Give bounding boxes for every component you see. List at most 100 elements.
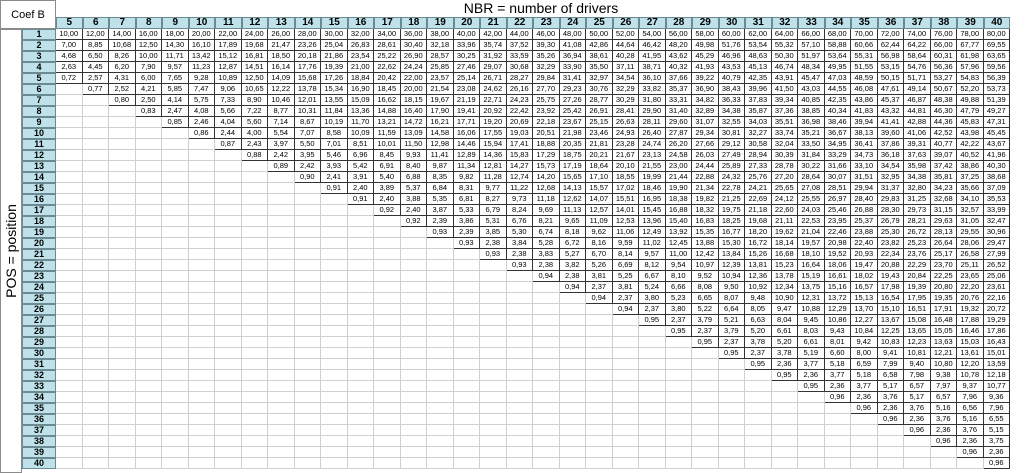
table-cell[interactable] (824, 414, 851, 425)
table-cell[interactable] (268, 370, 295, 381)
table-cell[interactable]: 38,71 (639, 62, 666, 73)
table-cell[interactable]: 35,53 (983, 194, 1010, 205)
table-cell[interactable] (321, 205, 348, 216)
table-cell[interactable] (400, 271, 427, 282)
table-cell[interactable]: 56,36 (930, 62, 957, 73)
column-header[interactable]: 14 (294, 17, 321, 29)
table-cell[interactable] (82, 260, 109, 271)
table-cell[interactable]: 28,27 (506, 73, 533, 84)
table-cell[interactable]: 3,79 (718, 326, 745, 337)
table-cell[interactable]: 2,37 (639, 304, 666, 315)
table-cell[interactable]: 19,75 (718, 205, 745, 216)
table-cell[interactable]: 23,88 (851, 227, 878, 238)
table-cell[interactable] (533, 436, 560, 447)
column-header[interactable]: 27 (639, 17, 666, 29)
table-cell[interactable] (798, 447, 825, 458)
table-cell[interactable]: 5,85 (162, 84, 189, 95)
table-cell[interactable]: 28,78 (771, 161, 798, 172)
table-cell[interactable]: 9,57 (162, 62, 189, 73)
table-cell[interactable]: 16,83 (692, 216, 719, 227)
table-cell[interactable]: 10,94 (718, 271, 745, 282)
table-cell[interactable] (480, 282, 507, 293)
table-cell[interactable]: 5,19 (798, 348, 825, 359)
table-cell[interactable]: 15,19 (798, 271, 825, 282)
table-cell[interactable] (374, 293, 401, 304)
table-cell[interactable] (56, 392, 83, 403)
table-cell[interactable] (162, 348, 189, 359)
column-header[interactable]: 16 (347, 17, 374, 29)
table-cell[interactable] (82, 128, 109, 139)
table-cell[interactable] (321, 293, 348, 304)
table-cell[interactable]: 20,93 (851, 249, 878, 260)
table-cell[interactable]: 2,37 (612, 293, 639, 304)
table-cell[interactable]: 5,20 (745, 326, 772, 337)
table-cell[interactable] (109, 106, 136, 117)
table-cell[interactable] (241, 326, 268, 337)
table-cell[interactable] (533, 348, 560, 359)
table-cell[interactable] (506, 436, 533, 447)
table-cell[interactable] (665, 458, 692, 469)
table-cell[interactable]: 2,37 (665, 315, 692, 326)
table-cell[interactable]: 11,71 (162, 51, 189, 62)
table-cell[interactable]: 39,31 (904, 139, 931, 150)
table-cell[interactable]: 19,99 (639, 172, 666, 183)
table-cell[interactable]: 47,79 (957, 106, 984, 117)
table-cell[interactable]: 18,75 (559, 150, 586, 161)
table-cell[interactable]: 2,57 (82, 73, 109, 84)
table-cell[interactable] (109, 282, 136, 293)
table-cell[interactable] (82, 370, 109, 381)
table-cell[interactable]: 8,14 (612, 249, 639, 260)
table-cell[interactable]: 26,20 (665, 139, 692, 150)
table-cell[interactable] (268, 414, 295, 425)
table-cell[interactable]: 26,72 (904, 227, 931, 238)
table-cell[interactable]: 8,35 (427, 172, 454, 183)
table-cell[interactable] (453, 392, 480, 403)
table-cell[interactable] (904, 458, 931, 469)
table-cell[interactable]: 8,26 (109, 51, 136, 62)
table-cell[interactable] (374, 238, 401, 249)
table-cell[interactable]: 7,47 (188, 84, 215, 95)
table-cell[interactable] (215, 183, 242, 194)
table-cell[interactable] (294, 392, 321, 403)
table-cell[interactable]: 7,33 (215, 95, 242, 106)
table-cell[interactable] (215, 304, 242, 315)
table-cell[interactable] (374, 326, 401, 337)
table-cell[interactable] (533, 293, 560, 304)
table-cell[interactable]: 10,19 (321, 117, 348, 128)
table-cell[interactable]: 39,60 (877, 128, 904, 139)
table-cell[interactable]: 12,01 (294, 95, 321, 106)
table-cell[interactable]: 31,37 (877, 183, 904, 194)
table-cell[interactable]: 12,27 (851, 315, 878, 326)
table-cell[interactable] (427, 458, 454, 469)
table-cell[interactable]: 37,66 (665, 73, 692, 84)
table-cell[interactable]: 9,40 (904, 359, 931, 370)
table-cell[interactable]: 44,64 (612, 40, 639, 51)
table-cell[interactable] (427, 414, 454, 425)
table-cell[interactable] (188, 282, 215, 293)
table-cell[interactable] (453, 381, 480, 392)
table-cell[interactable]: 57,10 (798, 40, 825, 51)
table-cell[interactable] (374, 260, 401, 271)
row-header[interactable]: 40 (22, 458, 56, 469)
table-cell[interactable]: 19,62 (771, 227, 798, 238)
table-cell[interactable] (400, 381, 427, 392)
table-cell[interactable]: 25,42 (559, 106, 586, 117)
table-cell[interactable]: 0,86 (188, 128, 215, 139)
table-cell[interactable]: 13,61 (957, 348, 984, 359)
table-cell[interactable] (374, 282, 401, 293)
table-cell[interactable] (586, 458, 613, 469)
table-cell[interactable] (930, 458, 957, 469)
table-cell[interactable]: 22,29 (904, 260, 931, 271)
column-header[interactable]: 32 (771, 17, 798, 29)
table-cell[interactable]: 31,05 (957, 216, 984, 227)
table-cell[interactable]: 12,57 (586, 205, 613, 216)
table-cell[interactable]: 25,30 (877, 227, 904, 238)
table-cell[interactable]: 9,28 (188, 73, 215, 84)
table-cell[interactable]: 7,90 (135, 62, 162, 73)
table-cell[interactable]: 20,88 (877, 260, 904, 271)
table-cell[interactable]: 29,12 (718, 139, 745, 150)
table-cell[interactable] (294, 216, 321, 227)
table-cell[interactable] (56, 271, 83, 282)
table-cell[interactable]: 21,55 (639, 161, 666, 172)
table-cell[interactable] (321, 238, 348, 249)
